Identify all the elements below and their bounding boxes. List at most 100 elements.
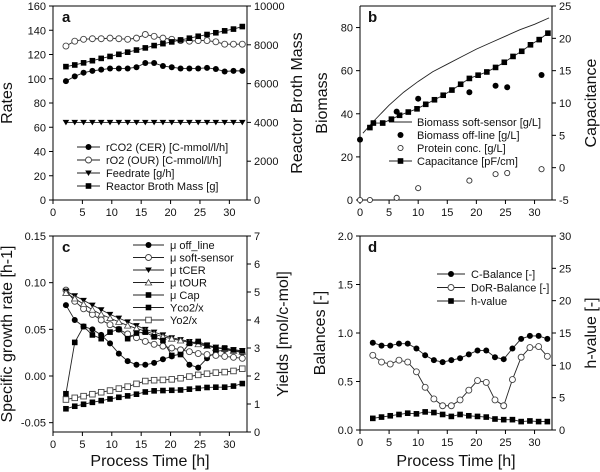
data-point: [239, 67, 246, 74]
data-point: [387, 342, 394, 349]
y2-tick-label: 3: [254, 343, 260, 355]
data-point: [212, 369, 220, 376]
legend-label: Yo2/x: [170, 315, 198, 327]
data-point: [456, 396, 464, 404]
legend-label: μ off_line: [170, 240, 215, 252]
legend-label: Protein conc. [g/L]: [417, 143, 506, 155]
y2-tick-label: 0: [254, 427, 260, 439]
y-tick-label: 40: [34, 147, 46, 159]
data-point: [141, 338, 149, 345]
y2-tick-label: 4: [254, 315, 260, 327]
data-point: [474, 413, 481, 420]
data-point: [150, 340, 158, 348]
data-point: [194, 119, 202, 126]
data-point: [124, 65, 131, 72]
data-point: [203, 370, 211, 378]
y-tick-label: 0.15: [25, 231, 46, 243]
data-point: [415, 185, 422, 192]
y2-tick-label: 25: [559, 1, 571, 13]
data-point: [186, 361, 193, 368]
data-point: [71, 119, 79, 126]
data-point: [404, 410, 411, 416]
data-point: [80, 60, 87, 66]
legend-label: Biomass off-line [g/L]: [417, 130, 520, 142]
data-point: [439, 359, 446, 366]
x-tick-label: 30: [223, 207, 235, 219]
x-tick-label: 25: [499, 437, 511, 449]
data-point: [491, 396, 499, 404]
data-point: [160, 387, 166, 394]
data-point: [151, 334, 157, 340]
data-point: [405, 109, 412, 115]
data-point: [133, 47, 140, 53]
legend-label: Biomass soft-sensor [g/L]: [417, 117, 541, 129]
x-tick-label: 15: [135, 207, 147, 219]
data-point: [97, 388, 105, 396]
data-point: [150, 376, 158, 384]
y-tick-label: 0.5: [338, 377, 353, 389]
legend-label: Feedrate [g/h]: [106, 168, 175, 180]
data-point: [114, 318, 123, 325]
data-point: [89, 67, 96, 74]
y2-tick-label: 0: [559, 163, 565, 175]
data-point: [98, 55, 105, 62]
data-point: [457, 355, 464, 362]
data-point: [115, 119, 123, 126]
data-point: [204, 31, 210, 38]
data-point: [195, 364, 202, 371]
legend-marker: [144, 278, 153, 286]
data-point: [492, 416, 498, 422]
data-point: [508, 376, 516, 384]
y-tick-label: 20: [34, 171, 46, 183]
data-point: [366, 196, 373, 204]
legend-marker: [85, 183, 92, 189]
data-point: [62, 119, 70, 126]
data-point: [194, 371, 202, 379]
data-point: [484, 69, 490, 75]
legend-label: μ Cap: [170, 290, 200, 302]
data-point: [63, 63, 69, 70]
data-point: [80, 401, 87, 408]
legend-marker: [145, 267, 152, 273]
data-point: [133, 361, 140, 368]
y2-tick-label: 7: [254, 231, 260, 243]
data-point: [167, 334, 176, 342]
data-point: [97, 119, 105, 126]
data-point: [538, 71, 545, 78]
data-point: [230, 67, 237, 74]
data-point: [545, 30, 551, 36]
data-point: [204, 64, 211, 71]
data-point: [544, 418, 551, 425]
data-point: [388, 116, 395, 122]
y-tick-label: 80: [34, 98, 46, 110]
data-point: [168, 64, 175, 71]
data-point: [186, 119, 193, 126]
data-point: [133, 34, 140, 42]
x-axis-title: Process Time [h]: [90, 453, 209, 470]
data-point: [230, 40, 237, 48]
data-point: [80, 35, 88, 43]
y-tick-label: 0.05: [25, 324, 46, 336]
x-tick-label: 10: [412, 207, 424, 219]
data-point: [439, 402, 447, 410]
data-point: [160, 337, 166, 344]
data-point: [107, 53, 113, 60]
y-tick-label: 2.0: [338, 231, 353, 243]
data-point: [221, 28, 228, 34]
y2-tick-label: 15: [559, 328, 571, 340]
x-tick-label: 5: [79, 207, 85, 219]
data-point: [482, 379, 490, 386]
data-point: [159, 376, 167, 384]
data-point: [230, 367, 237, 375]
data-point: [465, 386, 473, 394]
data-point: [176, 336, 185, 344]
legend-marker: [85, 144, 92, 150]
data-point: [239, 380, 246, 387]
legend-marker: [145, 316, 152, 324]
data-point: [466, 412, 472, 419]
panel-label: c: [62, 239, 70, 256]
series--cap: [63, 323, 246, 397]
data-point: [526, 332, 533, 339]
y-axis-title: Rates: [0, 82, 16, 124]
